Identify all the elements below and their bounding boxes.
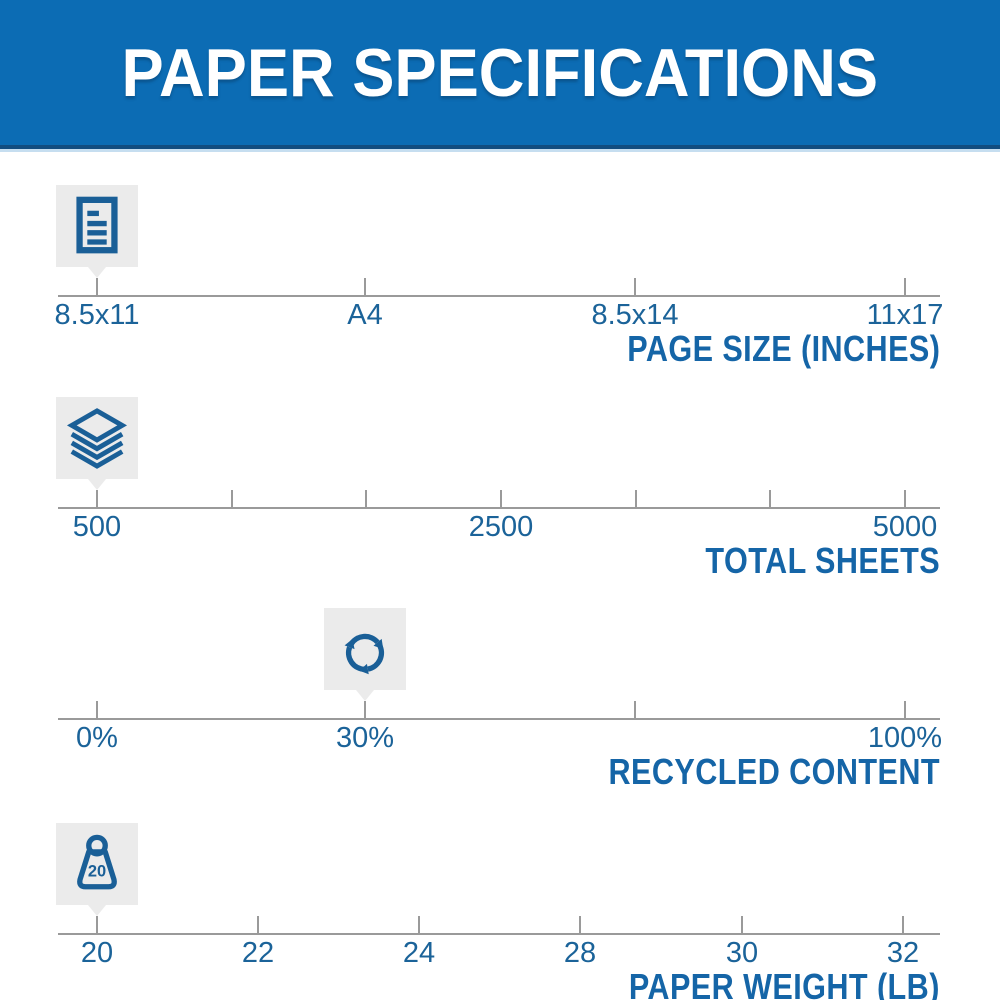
- axis-tick: [634, 701, 636, 718]
- marker-tail: [88, 267, 106, 278]
- spec-row-total-sheets: TOTAL SHEETS 500 2500 5000: [0, 397, 1000, 587]
- tick-label: 100%: [867, 722, 943, 754]
- total-sheets-axis-title: TOTAL SHEETS: [705, 540, 940, 581]
- page-size-selected-marker: [56, 185, 138, 278]
- tick-label: 28: [563, 937, 597, 969]
- weight-icon: 20: [77, 834, 117, 890]
- axis-tick: [769, 490, 771, 507]
- axis-tick: [579, 916, 581, 933]
- tick-label: 5000: [872, 511, 938, 543]
- spec-row-recycled-content: RECYCLED CONTENT 0% 30% 100%: [0, 608, 1000, 798]
- document-icon: [76, 196, 118, 254]
- recycled-content-axis-title: RECYCLED CONTENT: [608, 751, 940, 792]
- tick-label: 0%: [76, 722, 118, 754]
- axis-tick: [96, 278, 98, 295]
- axis-tick: [257, 916, 259, 933]
- tick-label: 30: [725, 937, 759, 969]
- marker-tail: [356, 690, 374, 701]
- paper-weight-axis-title: PAPER WEIGHT (LB): [629, 966, 940, 1000]
- marker-tail: [88, 905, 106, 916]
- page-size-axis-title: PAGE SIZE (INCHES): [626, 328, 940, 369]
- axis-tick: [635, 490, 637, 507]
- tick-label: 2500: [468, 511, 534, 543]
- paper-stack-icon: [66, 408, 128, 469]
- recycle-icon: [344, 633, 385, 675]
- axis-tick: [231, 490, 233, 507]
- axis-tick: [904, 701, 906, 718]
- axis-tick: [418, 916, 420, 933]
- paper-weight-axis-line: [58, 933, 940, 935]
- paper-weight-selected-marker: 20: [56, 823, 138, 916]
- total-sheets-selected-marker: [56, 397, 138, 490]
- tick-label: 20: [80, 937, 114, 969]
- axis-tick: [96, 701, 98, 718]
- spec-row-paper-weight: 20 PAPER WEIGHT (LB) 20 22 24 28 30 32: [0, 823, 1000, 1000]
- axis-tick: [500, 490, 502, 507]
- axis-tick: [904, 490, 906, 507]
- axis-tick: [904, 278, 906, 295]
- axis-tick: [902, 916, 904, 933]
- header-banner: PAPER SPECIFICATIONS: [0, 0, 1000, 145]
- recycled-content-selected-marker: [324, 608, 406, 701]
- weight-icon-label: 20: [88, 863, 106, 881]
- tick-label: 30%: [335, 722, 395, 754]
- tick-label: 11x17: [866, 299, 944, 331]
- axis-tick: [365, 490, 367, 507]
- axis-tick: [364, 278, 366, 295]
- axis-tick: [96, 490, 98, 507]
- tick-label: A4: [347, 299, 383, 331]
- tick-label: 24: [402, 937, 436, 969]
- spec-row-page-size: PAGE SIZE (INCHES) 8.5x11 A4 8.5x14 11x17: [0, 185, 1000, 375]
- tick-label: 32: [886, 937, 920, 969]
- axis-tick: [96, 916, 98, 933]
- recycled-content-axis-line: [58, 718, 940, 720]
- page-title: PAPER SPECIFICATIONS: [121, 34, 879, 111]
- axis-tick: [741, 916, 743, 933]
- banner-edge-light: [0, 149, 1000, 152]
- total-sheets-axis-line: [58, 507, 940, 509]
- axis-tick: [364, 701, 366, 718]
- tick-label: 8.5x11: [54, 299, 140, 331]
- page-size-axis-line: [58, 295, 940, 297]
- tick-label: 8.5x14: [591, 299, 679, 331]
- marker-tail: [88, 479, 106, 490]
- axis-tick: [634, 278, 636, 295]
- tick-label: 500: [72, 511, 122, 543]
- banner-edge-dark: [0, 145, 1000, 149]
- tick-label: 22: [241, 937, 275, 969]
